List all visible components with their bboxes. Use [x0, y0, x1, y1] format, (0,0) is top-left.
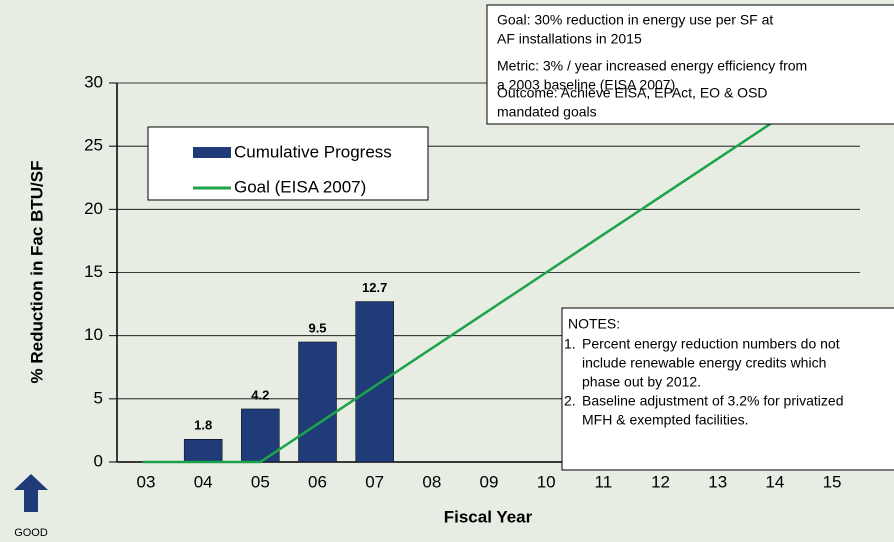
x-tick-label: 06	[308, 472, 327, 491]
bar	[183, 439, 223, 463]
x-axis-label: Fiscal Year	[444, 507, 533, 526]
y-tick-label: 15	[84, 262, 103, 281]
data-label: 4.2	[251, 387, 269, 402]
goal-line	[143, 81, 833, 464]
goal-text: Metric: 3% / year increased energy effic…	[497, 58, 807, 74]
x-tick-label: 14	[765, 472, 784, 491]
note-text: include renewable energy credits which	[582, 355, 826, 371]
bar	[355, 301, 394, 463]
x-tick-label: 13	[708, 472, 727, 491]
goal-text: Outcome: Achieve EISA, EPAct, EO & OSD	[497, 85, 768, 101]
x-tick-label: 05	[251, 472, 270, 491]
y-tick-label: 30	[84, 72, 103, 91]
goal-text: Goal: 30% reduction in energy use per SF…	[497, 12, 773, 28]
notes-box	[561, 307, 894, 471]
goal-text: a 2003 baseline (EISA 2007)	[497, 77, 675, 93]
data-label: 9.5	[308, 320, 326, 335]
y-tick-label: 10	[84, 325, 103, 344]
note-text: Baseline adjustment of 3.2% for privatiz…	[582, 393, 843, 409]
note-text: phase out by 2012.	[582, 374, 701, 390]
x-tick-label: 09	[480, 472, 499, 491]
goal-text: AF installations in 2015	[497, 31, 642, 47]
x-tick-label: 04	[194, 472, 213, 491]
notes-title: NOTES:	[568, 316, 620, 332]
y-axis-label: % Reduction in Fac BTU/SF	[27, 161, 46, 384]
x-tick-label: 11	[595, 472, 613, 491]
legend-label: Cumulative Progress	[234, 142, 392, 161]
x-tick-label: 07	[365, 472, 384, 491]
bar	[298, 341, 337, 463]
legend-label: Goal (EISA 2007)	[234, 177, 366, 196]
goal-box	[486, 4, 894, 125]
good-label: GOOD	[14, 527, 48, 539]
y-tick-label: 25	[84, 136, 103, 155]
x-tick-label: 12	[651, 472, 670, 491]
note-number: 2.	[564, 393, 576, 409]
goal-text: mandated goals	[497, 104, 597, 120]
data-label: 1.8	[194, 418, 212, 433]
note-number: 1.	[564, 336, 576, 352]
y-tick-label: 20	[84, 199, 103, 218]
legend-swatch	[193, 147, 231, 158]
y-tick-label: 0	[94, 451, 103, 470]
x-tick-label: 15	[823, 472, 842, 491]
x-tick-label: 08	[422, 472, 441, 491]
y-tick-label: 5	[94, 388, 103, 407]
note-text: MFH & exempted facilities.	[582, 412, 749, 428]
x-tick-label: 10	[537, 472, 556, 491]
good-arrow	[14, 474, 48, 512]
x-tick-label: 03	[137, 472, 156, 491]
note-text: Percent energy reduction numbers do not	[582, 336, 840, 352]
data-label: 12.7	[362, 280, 387, 295]
